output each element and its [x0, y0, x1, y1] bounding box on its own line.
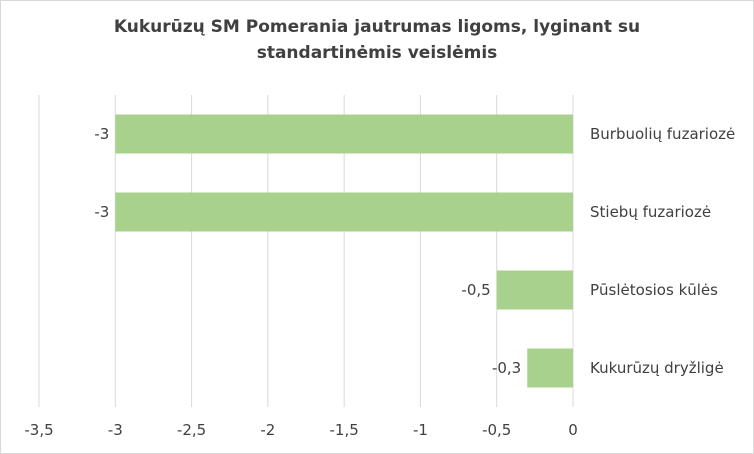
x-tick-label: -0,5: [482, 421, 511, 439]
bar: [496, 270, 573, 310]
data-label: -3: [94, 125, 109, 143]
x-tick-label: -3: [108, 421, 123, 439]
x-tick-label: -1: [413, 421, 428, 439]
data-label: -0,3: [492, 359, 521, 377]
chart-title: Kukurūzų SM Pomerania jautrumas ligoms, …: [113, 17, 641, 63]
x-tick-label: -1,5: [330, 421, 359, 439]
bar: [115, 192, 574, 232]
category-label: Burbuolių fuzariozė: [590, 125, 735, 143]
data-label: -3: [94, 203, 109, 221]
bar: [527, 348, 573, 388]
category-label: Kukurūzų dryžligė: [590, 359, 724, 377]
x-tick-label: 0: [568, 421, 578, 439]
bar: [115, 114, 574, 154]
bar-layer: [115, 114, 574, 388]
label-layer: -3 Burbuolių fuzariozė -3 Stiebų fuzariozė -…: [94, 125, 735, 377]
category-label: Stiebų fuzariozė: [590, 203, 711, 221]
x-tick-label: -2: [260, 421, 275, 439]
x-tick-label: -3,5: [24, 421, 53, 439]
x-axis: -3,5 -3 -2,5 -2 -1,5 -1 -0,5 0: [24, 421, 577, 439]
data-label: -0,5: [461, 281, 490, 299]
x-tick-label: -2,5: [177, 421, 206, 439]
category-label: Pūslėtosios kūlės: [590, 281, 718, 299]
